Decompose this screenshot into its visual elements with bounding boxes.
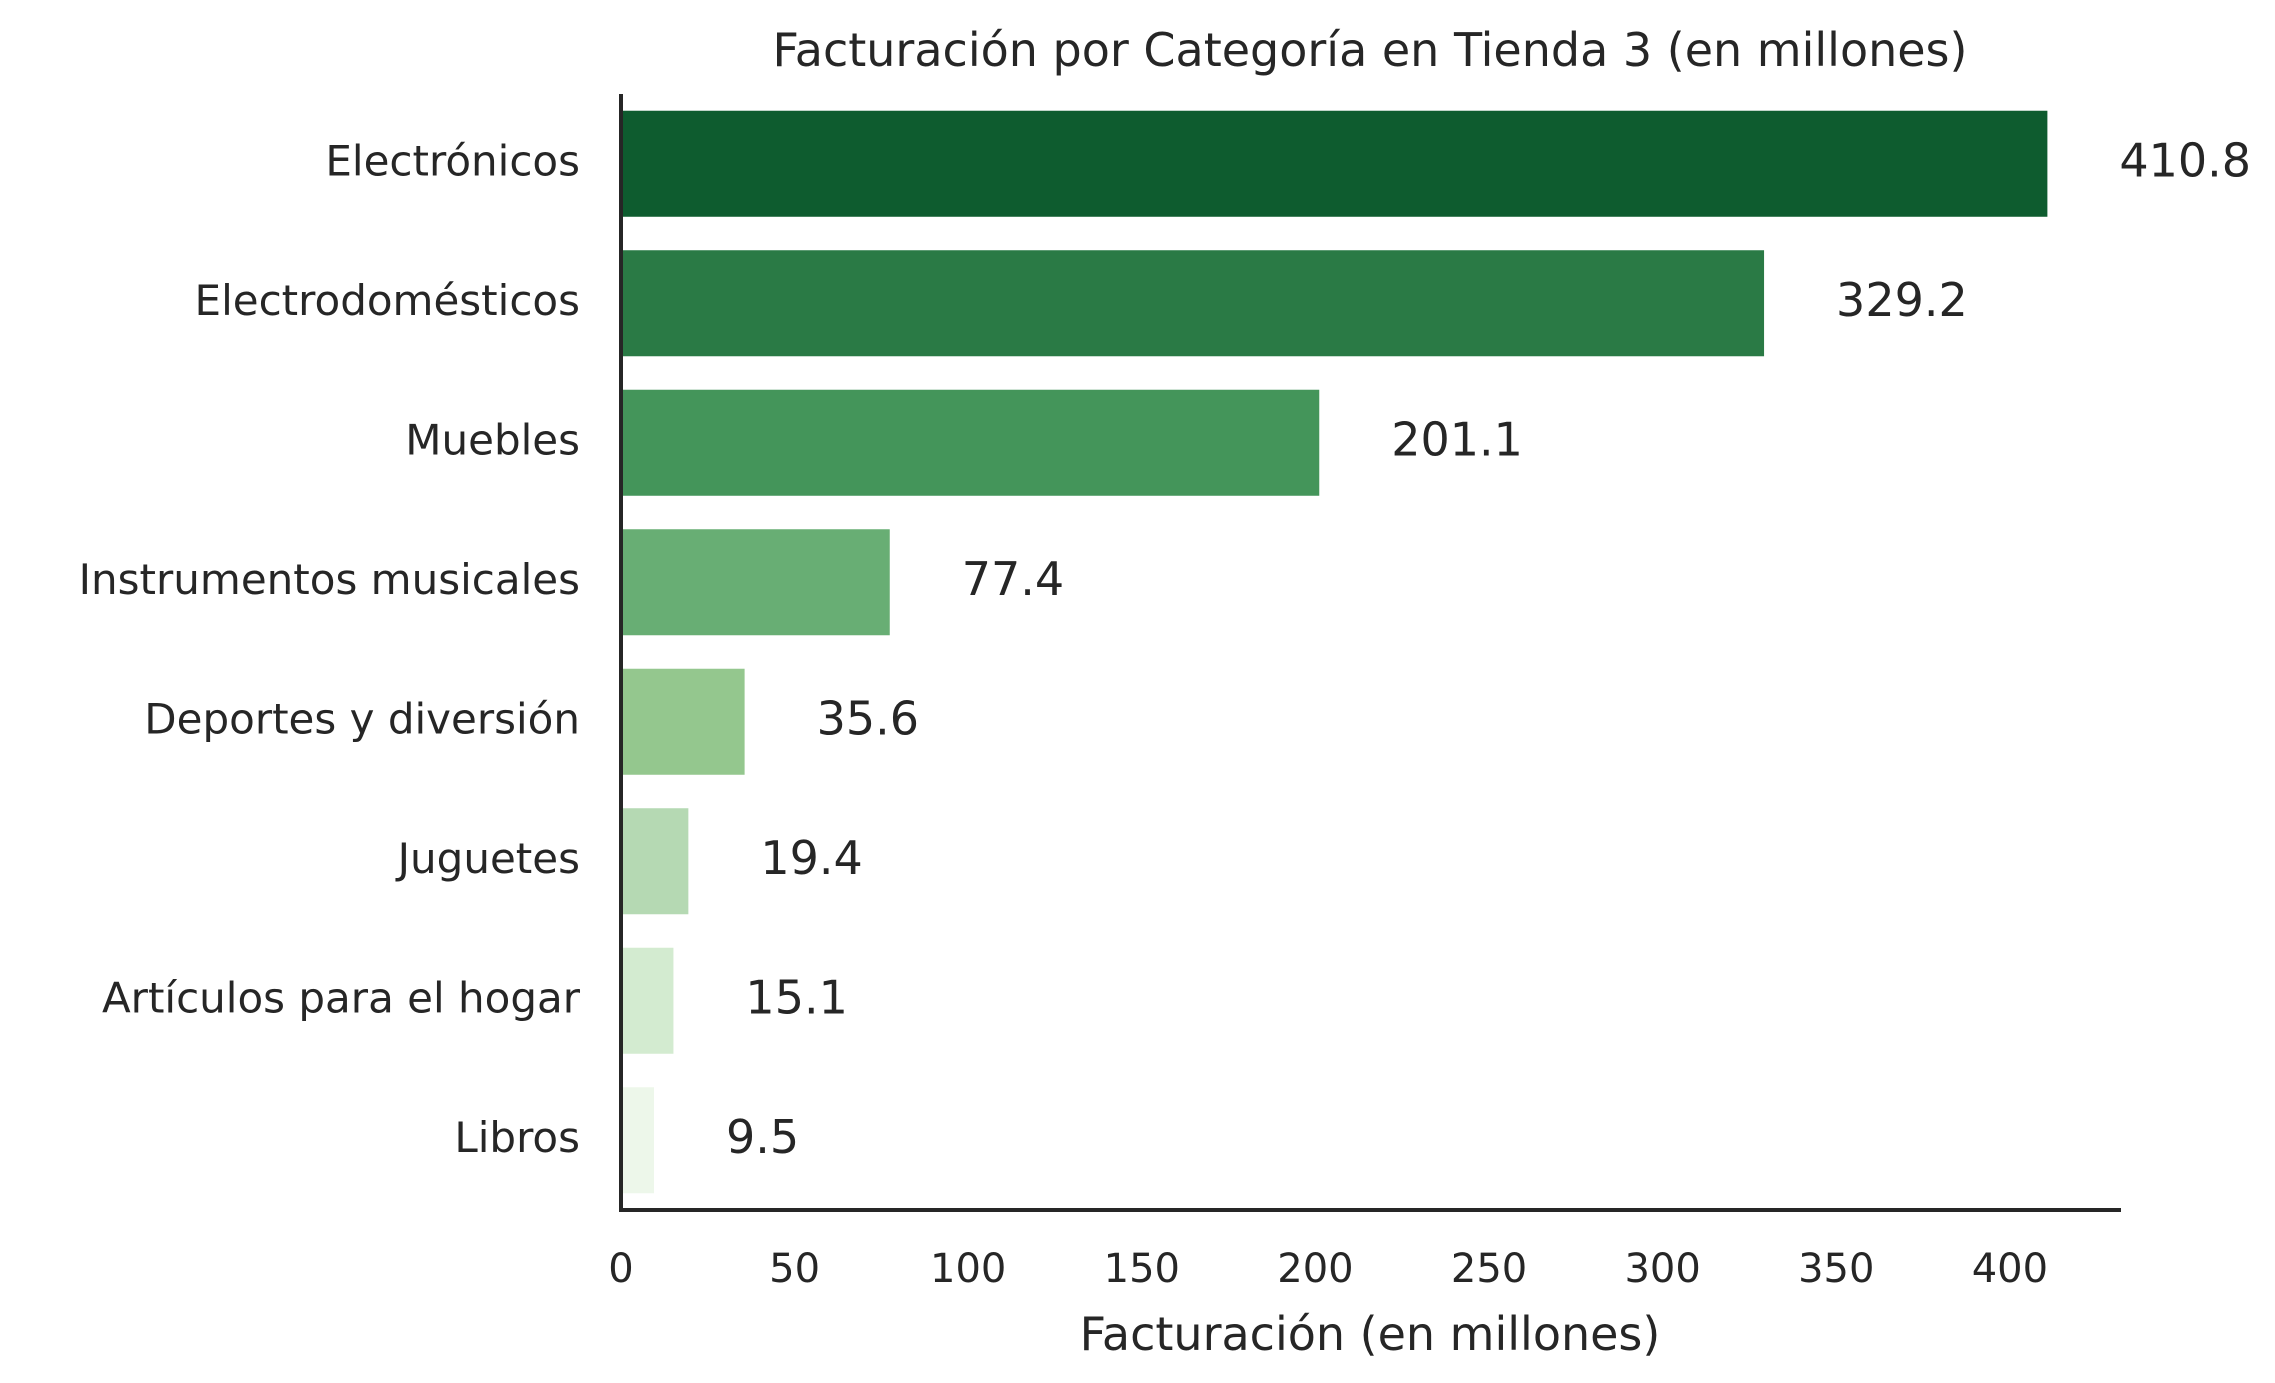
x-axis-ticks: 0 50 100 150 200 250 300 350 400 (608, 1246, 2048, 1292)
x-axis-label: Facturación (en millones) (1080, 1307, 1661, 1361)
category-label-instrumentos-musicales: Instrumentos musicales (79, 555, 580, 604)
value-label-juguetes: 19.4 (760, 831, 862, 885)
bar-electronicos (621, 110, 2048, 217)
value-label-electronicos: 410.8 (2119, 133, 2251, 187)
x-tick-label-350: 350 (1798, 1246, 1874, 1292)
bar-instrumentos-musicales (621, 529, 890, 636)
x-tick-label-150: 150 (1104, 1246, 1180, 1292)
value-label-electrodomesticos: 329.2 (1836, 273, 1968, 327)
category-label-articulos-para-el-hogar: Artículos para el hogar (102, 973, 581, 1022)
bar-muebles (621, 389, 1320, 496)
x-tick-label-0: 0 (608, 1246, 633, 1292)
bar-juguetes (621, 808, 689, 915)
value-label-muebles: 201.1 (1391, 412, 1523, 466)
category-label-electronicos: Electrónicos (325, 136, 580, 185)
bars-group (621, 110, 2048, 1194)
bar-deportes-y-diversion (621, 668, 745, 775)
category-labels: Electrónicos Electrodomésticos Muebles Inst… (79, 136, 581, 1162)
value-label-instrumentos-musicales: 77.4 (962, 552, 1064, 606)
x-tick-label-100: 100 (930, 1246, 1006, 1292)
x-tick-label-50: 50 (769, 1246, 820, 1292)
value-labels: 410.8 329.2 201.1 77.4 35.6 19.4 15.1 9.5 (726, 133, 2251, 1164)
x-tick-label-300: 300 (1624, 1246, 1700, 1292)
category-label-libros: Libros (454, 1113, 580, 1162)
x-tick-label-200: 200 (1277, 1246, 1353, 1292)
x-tick-label-400: 400 (1972, 1246, 2048, 1292)
bar-electrodomesticos (621, 250, 1765, 357)
value-label-libros: 9.5 (726, 1110, 799, 1164)
category-label-electrodomesticos: Electrodomésticos (195, 276, 580, 325)
category-label-juguetes: Juguetes (395, 834, 580, 883)
category-label-muebles: Muebles (405, 415, 580, 464)
chart-title: Facturación por Categoría en Tienda 3 (e… (773, 23, 1968, 77)
bar-libros (621, 1087, 654, 1194)
value-label-deportes-y-diversion: 35.6 (817, 691, 919, 745)
value-label-articulos-para-el-hogar: 15.1 (745, 970, 847, 1024)
x-tick-label-250: 250 (1451, 1246, 1527, 1292)
category-label-deportes-y-diversion: Deportes y diversión (144, 694, 580, 743)
bar-articulos-para-el-hogar (621, 947, 674, 1054)
